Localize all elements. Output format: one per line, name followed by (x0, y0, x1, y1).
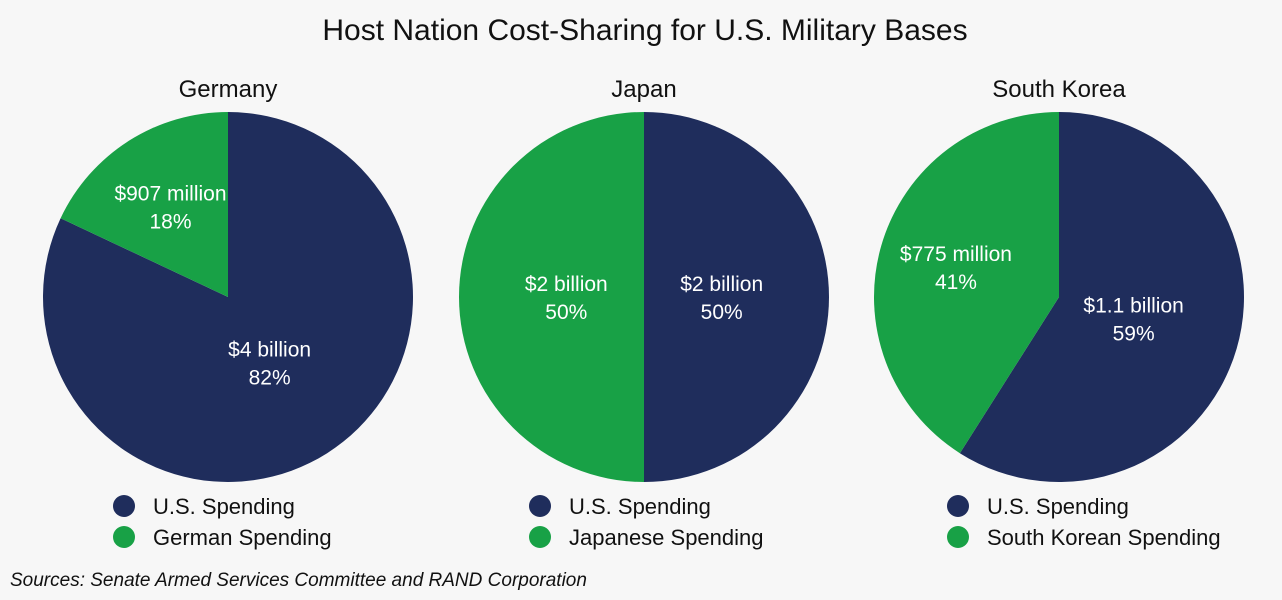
legend-swatch-us (113, 495, 135, 517)
pie-slice-us (959, 112, 1245, 482)
pie-charts: Germany $4 billion 82% $907 million 18% U.S. … (42, 76, 1245, 550)
legend-label: U.S. Spending (987, 494, 1129, 519)
slice-amount-label: $775 million (900, 243, 1012, 266)
slice-percent-label: 59% (1113, 323, 1155, 346)
pie-title: Japan (611, 76, 676, 103)
pie-slice-host (459, 112, 644, 482)
legend-swatch-host (529, 526, 551, 548)
legend-label: South Korean Spending (987, 525, 1221, 550)
legend-swatch-host (947, 526, 969, 548)
slice-amount-label: $2 billion (680, 273, 763, 296)
pie-slice-host (60, 111, 228, 297)
legend-swatch-host (113, 526, 135, 548)
slice-amount-label: $2 billion (525, 273, 608, 296)
pie-title: Germany (179, 76, 278, 103)
slice-percent-label: 82% (249, 367, 291, 390)
legend-label: U.S. Spending (569, 494, 711, 519)
pie-title: South Korea (992, 76, 1126, 103)
slice-percent-label: 18% (149, 210, 191, 233)
pie-japan: Japan $2 billion 50% $2 billion 50% U.S. Spen… (459, 76, 829, 550)
legend-swatch-us (529, 495, 551, 517)
pie-south-korea: South Korea $1.1 billion 59% $775 million 41… (874, 76, 1245, 550)
sources-note: Sources: Senate Armed Services Committee… (10, 570, 587, 591)
chart-title: Host Nation Cost-Sharing for U.S. Milita… (322, 14, 967, 47)
pie-slice-us (42, 112, 414, 482)
slice-amount-label: $4 billion (228, 339, 311, 362)
legend-label: Japanese Spending (569, 525, 764, 550)
pie-germany: Germany $4 billion 82% $907 million 18% U.S. … (42, 76, 414, 550)
legend-label: U.S. Spending (153, 494, 295, 519)
pie-slice-host (874, 112, 1059, 454)
legend-swatch-us (947, 495, 969, 517)
slice-percent-label: 50% (545, 301, 587, 324)
slice-amount-label: $907 million (114, 182, 226, 205)
pie-slice-us (644, 112, 829, 482)
slice-percent-label: 50% (701, 301, 743, 324)
slice-amount-label: $1.1 billion (1083, 295, 1183, 318)
legend-label: German Spending (153, 525, 332, 550)
slice-percent-label: 41% (935, 271, 977, 294)
